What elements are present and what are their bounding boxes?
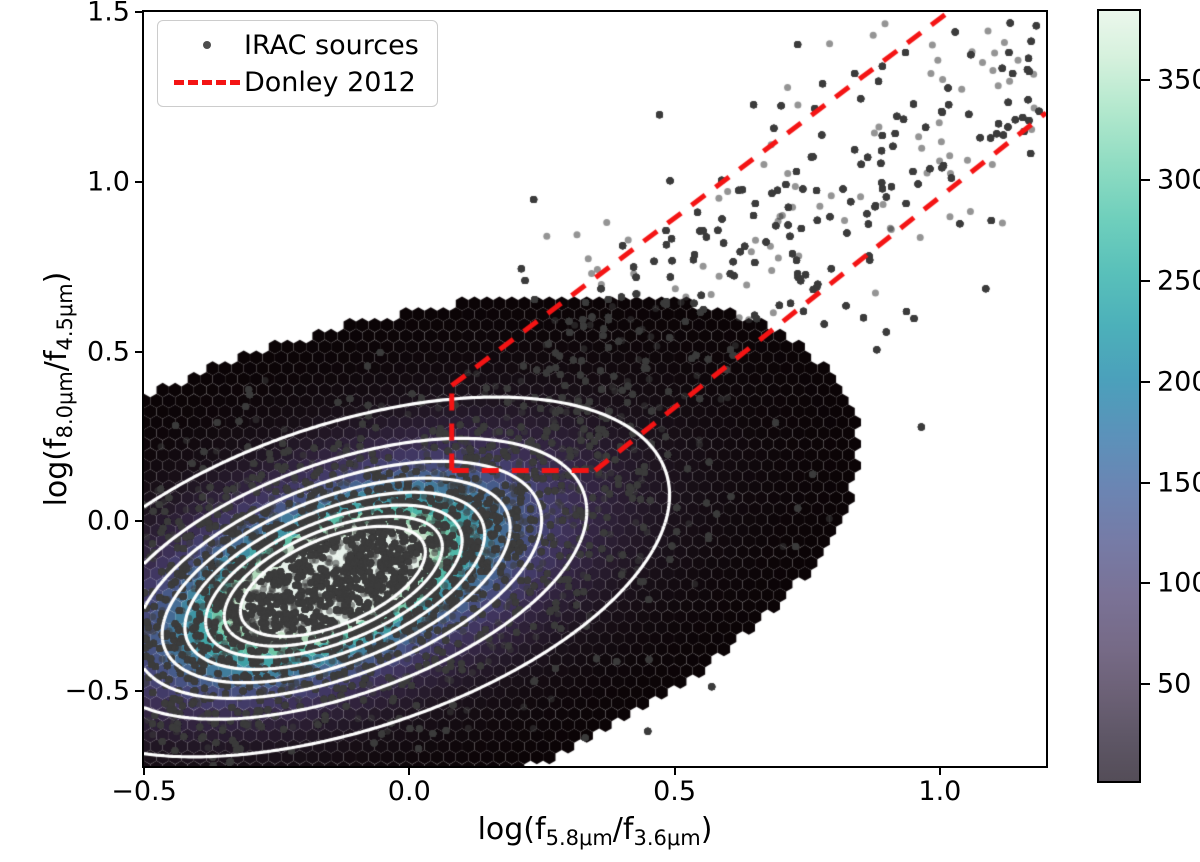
- colorbar-tick-label: 100: [1157, 567, 1200, 599]
- x-tick-mark: [938, 768, 941, 775]
- y-tick-label: 1.5: [87, 0, 130, 28]
- legend: IRAC sources Donley 2012: [157, 20, 438, 107]
- x-tick-label: −0.5: [111, 776, 177, 807]
- legend-entry-donley-2012: Donley 2012: [170, 67, 419, 97]
- y-tick-label: 1.0: [87, 166, 130, 198]
- ylabel-pre: log(f: [39, 438, 75, 507]
- y-tick-label: −0.5: [64, 675, 130, 707]
- ylabel-sub1: 8.0μm: [52, 371, 77, 439]
- colorbar-tick-mark: [1141, 582, 1150, 585]
- y-tick-mark: [135, 690, 142, 693]
- xlabel-sub2: 3.6μm: [633, 825, 701, 850]
- ylabel-sub2: 4.5μm: [52, 283, 77, 351]
- y-axis-label: log(f8.0μm/f4.5μm): [38, 10, 78, 768]
- x-tick-mark: [673, 768, 676, 775]
- x-tick-label: 1.0: [918, 776, 962, 807]
- xlabel-sub1: 5.8μm: [545, 825, 613, 850]
- x-axis-label: log(f5.8μm/f3.6μm): [142, 812, 1048, 850]
- colorbar-tick-label: 300: [1157, 164, 1200, 196]
- xlabel-post: ): [700, 812, 713, 847]
- legend-label-irac-sources: IRAC sources: [244, 29, 419, 61]
- xlabel-mid: /f: [612, 812, 634, 847]
- y-tick-mark: [135, 350, 142, 353]
- legend-label-donley-2012: Donley 2012: [244, 66, 416, 98]
- colorbar-tick-mark: [1141, 78, 1150, 81]
- colorbar-gradient: [1097, 9, 1141, 783]
- x-tick-label: 0.0: [387, 776, 431, 807]
- scatter-density-canvas: [144, 12, 1046, 766]
- x-tick-label: 0.5: [653, 776, 697, 807]
- colorbar-tick-mark: [1141, 179, 1150, 182]
- y-tick-label: 0.5: [87, 336, 130, 368]
- legend-entry-irac-sources: IRAC sources: [170, 30, 419, 60]
- colorbar-tick-mark: [1141, 380, 1150, 383]
- colorbar-tick-mark: [1141, 683, 1150, 686]
- y-tick-label: 0.0: [87, 505, 130, 537]
- colorbar: 350 300 250 200 150 100 50: [1097, 9, 1200, 783]
- x-tick-mark: [143, 768, 145, 775]
- colorbar-tick-mark: [1141, 280, 1150, 283]
- plot-area: [142, 10, 1048, 768]
- colorbar-tick-mark: [1141, 481, 1150, 484]
- x-tick-mark: [408, 768, 411, 775]
- y-tick-mark: [135, 180, 142, 183]
- colorbar-tick-label: 250: [1157, 265, 1200, 297]
- y-tick-mark: [135, 11, 142, 13]
- xlabel-pre: log(f: [477, 812, 546, 847]
- colorbar-tick-label: 350: [1157, 64, 1200, 96]
- scatter-marker-icon: [170, 41, 244, 49]
- ylabel-post: ): [39, 271, 75, 284]
- colorbar-tick-label: 50: [1157, 668, 1192, 700]
- dashed-line-icon: [170, 79, 244, 85]
- colorbar-tick-label: 200: [1157, 366, 1200, 398]
- ylabel-mid: /f: [39, 350, 75, 372]
- colorbar-tick-label: 150: [1157, 467, 1200, 499]
- y-tick-mark: [135, 520, 142, 523]
